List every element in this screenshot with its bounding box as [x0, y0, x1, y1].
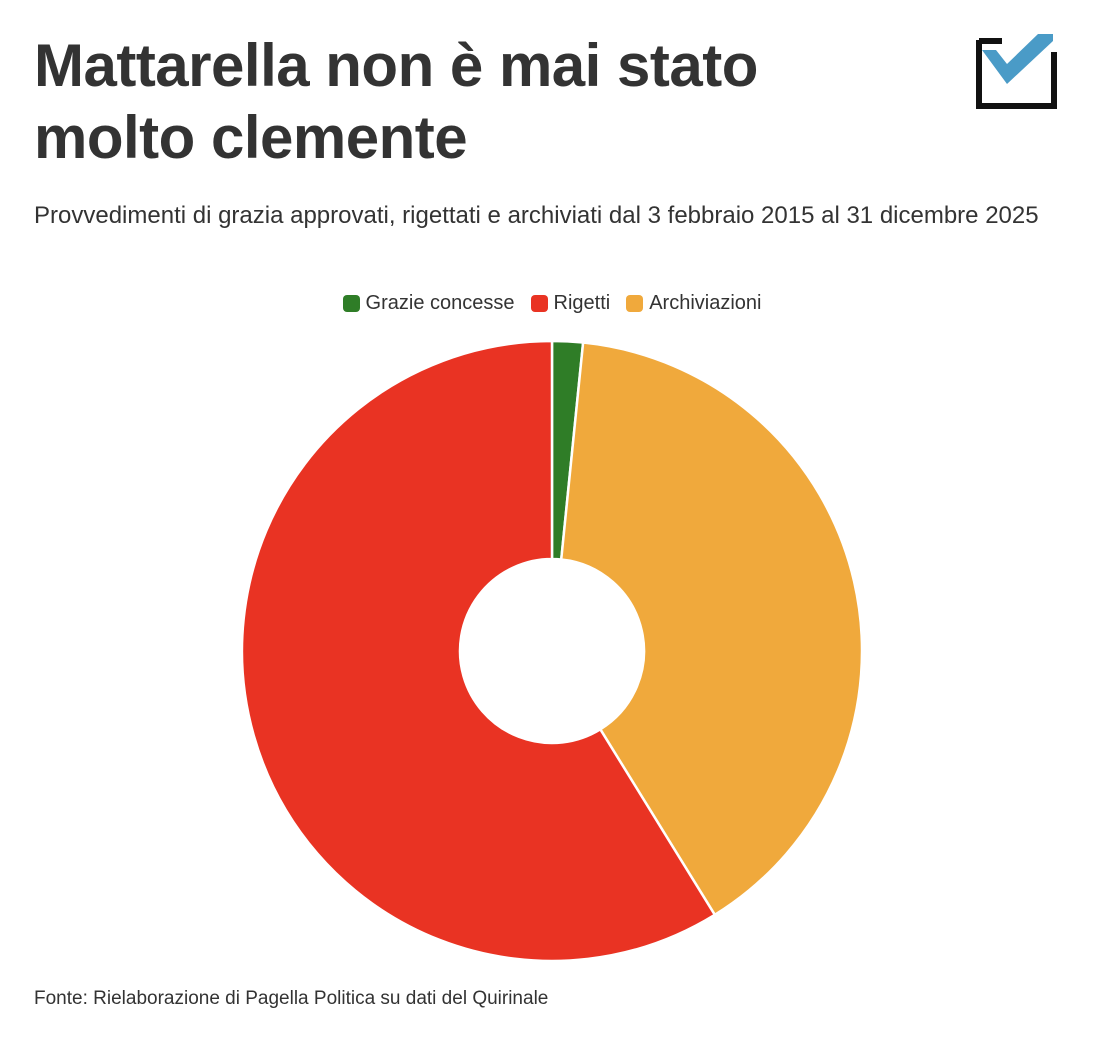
legend-swatch — [530, 294, 548, 312]
slice-rigetti — [240, 339, 717, 963]
legend-label: Rigetti — [553, 291, 611, 314]
checkmark-box-icon — [976, 28, 1058, 110]
logo-check-mark — [982, 34, 1053, 84]
chart-subtitle: Provvedimenti di grazia approvati, riget… — [34, 202, 1039, 229]
legend-swatch — [342, 294, 360, 312]
logo-svg — [976, 34, 1057, 109]
chart-source: Fonte: Rielaborazione di Pagella Politic… — [34, 988, 549, 1009]
chart-title: Mattarella non è mai stato molto clement… — [34, 30, 934, 174]
chart-title-line-1: Mattarella non è mai stato — [34, 32, 758, 99]
legend-label: Grazie concesse — [365, 291, 515, 314]
chart-title-line-2: molto clemente — [34, 104, 468, 171]
legend-item: Archiviazioni — [626, 292, 761, 315]
donut-chart — [240, 339, 864, 963]
chart-legend: Grazie concesse Rigetti Archiviazioni — [0, 288, 1104, 318]
legend-item: Grazie concesse — [342, 291, 515, 315]
logo-box-outline — [976, 40, 1057, 109]
legend-item: Rigetti — [530, 291, 611, 315]
slice-archiviazioni — [559, 341, 864, 917]
legend-swatch — [626, 294, 644, 312]
legend-label: Archiviazioni — [649, 291, 762, 314]
